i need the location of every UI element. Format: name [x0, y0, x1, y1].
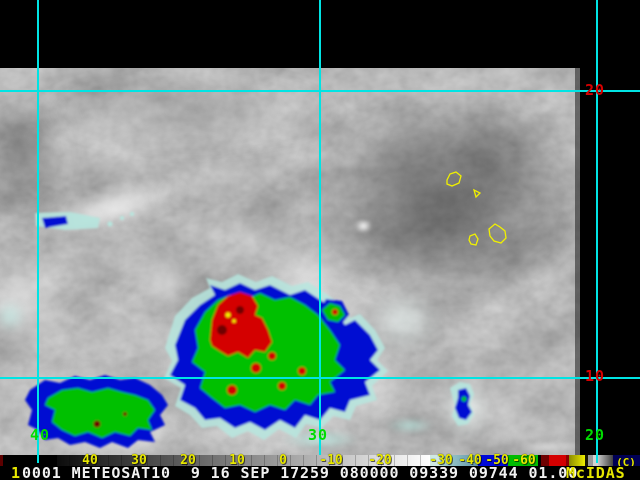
- status-line: 1 0001 METEOSAT10 9 16 SEP 17259 080000 …: [0, 466, 640, 480]
- colorbar-seg-navy: [613, 455, 640, 467]
- colorbar-seg-gray2: [593, 455, 598, 467]
- grid-vline-east: [596, 0, 598, 463]
- status-text: 0001 METEOSAT10 9 16 SEP 17259 080000 09…: [22, 464, 579, 480]
- colorbar-tick-20: 20: [180, 453, 196, 468]
- colorbar-seg-black: [3, 455, 57, 467]
- colorbar-seg-gray1: [588, 455, 593, 467]
- lon-label-40: 40: [30, 426, 51, 444]
- cloud-blob-top-band: [40, 76, 340, 148]
- colorbar-tick-0: 0: [279, 453, 287, 468]
- storm-darkred-spot: [217, 325, 227, 335]
- cold-speck: [130, 212, 134, 216]
- copyright-label: (C): [616, 456, 636, 469]
- satellite-image[interactable]: [0, 68, 580, 455]
- lon-label-20: 20: [585, 426, 606, 444]
- cold-streak-blue: [42, 216, 68, 228]
- island-outline: [472, 188, 482, 199]
- cloud-clump-nw: [133, 256, 195, 308]
- colorbar-seg-cyan-ramp: [440, 455, 478, 467]
- colorbar-seg-dark-gap: [585, 455, 588, 467]
- dark-ocean-region: [305, 96, 580, 306]
- grid-vline-center: [319, 0, 321, 455]
- colorbar-tick-m60: -60: [512, 453, 536, 468]
- cold-cyan-patch-3: [0, 300, 26, 332]
- dark-region-top-left: [0, 88, 65, 213]
- enhancement-overlay-svg: [25, 171, 507, 448]
- storm2-green-layer: [45, 388, 155, 438]
- lon-label-30: 30: [308, 426, 329, 444]
- colorbar-seg-gray-down-ramp: [598, 455, 613, 467]
- lat-label-20: 20: [585, 81, 606, 99]
- colorbar-tick-m50: -50: [485, 453, 509, 468]
- storm-red-spot: [227, 385, 237, 395]
- cold-cyan-patch-2: [386, 418, 434, 433]
- colorbar-tick-m20: -20: [368, 453, 392, 468]
- island-outline: [446, 171, 462, 187]
- cumulus-streak-3: [518, 441, 580, 452]
- cold-speck: [120, 216, 124, 220]
- colorbar-seg-gap: [538, 455, 541, 467]
- storm-yellow-core-dot: [232, 319, 236, 323]
- storm3-blue-core: [455, 388, 472, 420]
- frame-number: 1: [11, 464, 21, 480]
- colorbar-tick-m40: -40: [458, 453, 482, 468]
- storm-red-spot: [251, 363, 261, 373]
- colorbar-seg-yellow-ramp: [569, 455, 585, 467]
- storm-red-spot: [268, 352, 276, 360]
- colorbar-tick-10: 10: [229, 453, 245, 468]
- storm3-green-dot: [461, 396, 467, 402]
- colorbar-tick-30: 30: [131, 453, 147, 468]
- island-outline: [488, 223, 507, 244]
- colorbar-tick-m30: -30: [429, 453, 453, 468]
- storm2-darkred-spot: [123, 412, 127, 416]
- grid-hline-lat10: [0, 377, 640, 379]
- colorbar-seg-red: [549, 455, 566, 467]
- storm-east-cell-red: [332, 309, 338, 315]
- bright-cloud-dot: [355, 219, 372, 233]
- brand-label: McIDAS: [566, 464, 626, 480]
- colorbar-seg-darkred2: [566, 455, 569, 467]
- colorbar: 40 30 20 10 0 -10 -20 -30 -40 -50 -60 (C…: [0, 453, 640, 469]
- cold-speck: [107, 221, 113, 227]
- image-edge-strip: [575, 68, 580, 455]
- storm-yellow-core-dot: [225, 312, 231, 318]
- storm-red-core: [210, 292, 272, 358]
- colorbar-seg-pale-cyan: [430, 455, 440, 467]
- colorbar-seg-blue: [478, 455, 508, 467]
- storm-red-spot: [278, 382, 286, 390]
- colorbar-seg-warm-red: [0, 455, 3, 467]
- storm2-darkred-spot: [93, 420, 101, 428]
- colorbar-seg-gray-ramp: [57, 455, 430, 467]
- colorbar-tick-m10: -10: [319, 453, 343, 468]
- colorbar-seg-darkred: [541, 455, 549, 467]
- colorbar-seg-green: [508, 455, 538, 467]
- grid-hline-lat20: [0, 90, 640, 92]
- island-outline: [468, 233, 479, 246]
- storm-darkred-spot: [236, 306, 244, 314]
- lat-label-10: 10: [585, 367, 606, 385]
- colorbar-tick-40: 40: [82, 453, 98, 468]
- storm-red-spot: [298, 367, 306, 375]
- grid-vline-west: [37, 0, 39, 463]
